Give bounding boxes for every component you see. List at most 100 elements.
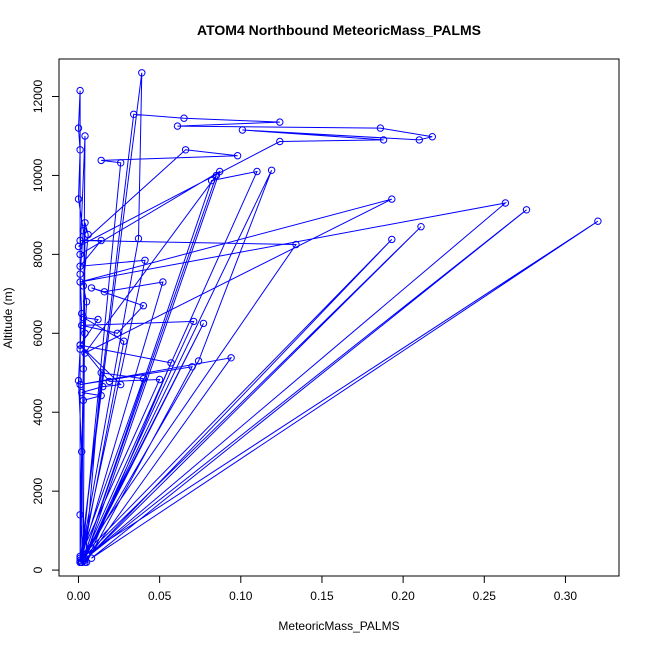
data-point	[173, 122, 182, 130]
data-point	[139, 375, 148, 383]
data-point	[76, 278, 84, 286]
x-tick-label: 0.15	[310, 589, 334, 603]
y-axis-label: Altitude (m)	[1, 287, 15, 348]
data-point	[82, 298, 91, 306]
y-tick-label: 0	[31, 566, 45, 573]
data-point	[76, 511, 84, 519]
data-point	[74, 124, 83, 132]
data-point	[238, 126, 247, 134]
data-point	[97, 156, 105, 165]
data-point	[76, 270, 84, 278]
data-point	[501, 199, 510, 207]
data-point	[130, 110, 138, 119]
data-point	[78, 388, 86, 397]
x-tick-label: 0.25	[473, 589, 497, 603]
series-line	[77, 72, 599, 564]
data-point	[117, 159, 125, 167]
data-point	[134, 234, 143, 243]
data-point	[76, 86, 84, 95]
data-point	[78, 309, 86, 318]
data-point	[76, 558, 84, 566]
data-point	[76, 554, 84, 562]
data-point	[594, 217, 602, 225]
y-tick-label: 10000	[31, 158, 45, 192]
data-point	[76, 262, 84, 270]
data-point	[388, 195, 396, 203]
data-point	[81, 558, 89, 566]
data-point	[87, 284, 96, 292]
data-point	[415, 136, 423, 144]
data-point	[292, 240, 300, 249]
data-point	[81, 329, 89, 337]
x-axis-label: MeteoricMass_PALMS	[278, 619, 399, 633]
y-tick-label: 4000	[31, 399, 45, 426]
data-point	[194, 357, 203, 365]
data-point	[79, 396, 88, 405]
data-point	[138, 69, 146, 77]
data-point	[117, 380, 125, 389]
data-point	[79, 313, 88, 322]
data-point	[79, 227, 88, 235]
data-point	[159, 278, 167, 286]
data-point	[139, 302, 148, 310]
data-point	[76, 236, 84, 245]
data-point	[100, 288, 109, 296]
data-point	[155, 375, 164, 384]
data-point	[81, 349, 89, 357]
x-tick-label: 0.20	[391, 589, 415, 603]
data-point	[388, 235, 396, 244]
data-point	[74, 376, 83, 385]
data-point	[207, 176, 216, 185]
data-point	[276, 118, 284, 126]
data-point	[212, 171, 221, 180]
data-point	[522, 206, 531, 214]
x-tick-label: 0.00	[67, 589, 91, 603]
data-point	[78, 321, 86, 330]
data-point	[76, 380, 84, 389]
data-point	[97, 369, 105, 377]
x-tick-label: 0.10	[229, 589, 253, 603]
data-point	[227, 354, 235, 362]
y-tick-label: 12000	[31, 79, 45, 113]
data-point	[81, 132, 89, 140]
chart-title: ATOM4 Northbound MeteoricMass_PALMS	[197, 22, 481, 38]
data-point	[97, 391, 105, 400]
y-tick-label: 2000	[31, 477, 45, 504]
x-axis: 0.00 0.05 0.10 0.15 0.20 0.25 0.30	[67, 575, 578, 603]
data-point	[276, 137, 284, 146]
data-point	[199, 319, 208, 328]
data-point	[188, 363, 196, 371]
x-tick-label: 0.30	[554, 589, 578, 603]
data-point	[417, 223, 425, 231]
data-point	[253, 167, 261, 176]
y-tick-label: 6000	[31, 320, 45, 347]
data-point	[76, 341, 84, 349]
data-point	[181, 146, 190, 154]
data-point	[74, 195, 83, 203]
data-point	[180, 114, 188, 122]
data-point	[428, 133, 436, 141]
y-tick-label: 8000	[31, 241, 45, 268]
data-point	[233, 152, 242, 160]
data-point	[76, 146, 84, 154]
data-point	[99, 382, 107, 391]
data-point	[78, 448, 86, 456]
plot-area	[74, 69, 602, 566]
data-point	[76, 250, 84, 259]
data-point	[76, 345, 84, 353]
data-point	[167, 359, 175, 367]
data-point	[141, 256, 149, 264]
data-point	[94, 315, 102, 324]
data-point	[79, 365, 88, 373]
data-point	[113, 329, 122, 337]
data-point	[81, 219, 89, 227]
data-point	[120, 337, 128, 345]
data-point	[379, 136, 388, 144]
y-axis: 0 2000 4000 6000 8000 10000 12000	[31, 79, 60, 573]
data-point	[84, 230, 92, 239]
x-tick-label: 0.05	[148, 589, 172, 603]
data-point	[376, 124, 385, 132]
data-point	[97, 236, 105, 245]
data-point	[105, 377, 114, 386]
